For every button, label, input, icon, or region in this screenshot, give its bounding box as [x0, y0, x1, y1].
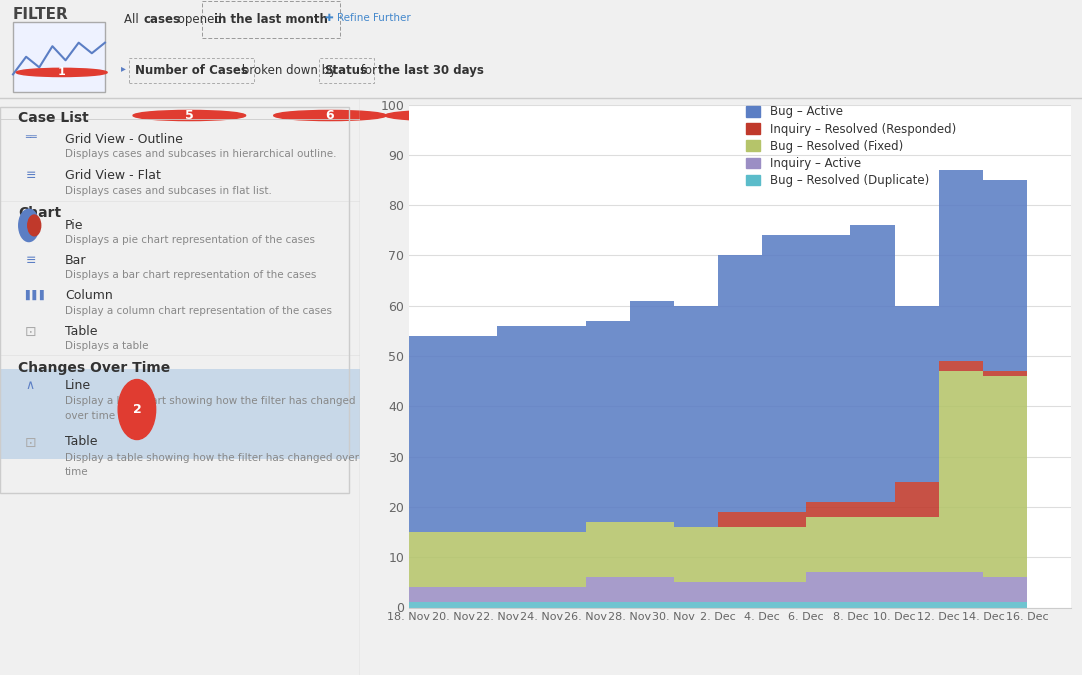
- Text: time: time: [65, 467, 89, 477]
- Text: Number of Cases: Number of Cases: [135, 63, 248, 77]
- Text: Display a table showing how the filter has changed over: Display a table showing how the filter h…: [65, 453, 359, 463]
- Text: ⊡: ⊡: [25, 325, 37, 340]
- Text: FILTER: FILTER: [13, 7, 69, 22]
- Circle shape: [118, 379, 156, 439]
- Text: 2: 2: [132, 403, 142, 416]
- Text: Case List: Case List: [18, 111, 89, 125]
- Text: 6: 6: [326, 109, 334, 122]
- Circle shape: [274, 111, 386, 121]
- Legend: Bug – Active, Inquiry – Resolved (Responded), Bug – Resolved (Fixed), Inquiry – : Bug – Active, Inquiry – Resolved (Respon…: [745, 105, 955, 187]
- Text: Changes Over Time: Changes Over Time: [18, 361, 170, 375]
- Circle shape: [28, 215, 41, 236]
- Text: Displays a bar chart representation of the cases: Displays a bar chart representation of t…: [65, 270, 316, 280]
- Text: Grid View - Flat: Grid View - Flat: [65, 169, 161, 182]
- Text: 7: 7: [437, 109, 446, 122]
- Text: over time: over time: [65, 410, 115, 421]
- Text: Line: Line: [65, 379, 91, 392]
- Text: Status: Status: [325, 63, 368, 77]
- Text: Chart: Chart: [18, 207, 62, 220]
- Text: Column: Column: [65, 290, 113, 302]
- Text: Displays cases and subcases in flat list.: Displays cases and subcases in flat list…: [65, 186, 272, 196]
- Text: Displays cases and subcases in hierarchical outline.: Displays cases and subcases in hierarchi…: [65, 148, 337, 159]
- Text: Grid View - Outline: Grid View - Outline: [65, 132, 183, 146]
- Text: Displays a table: Displays a table: [65, 342, 148, 352]
- Text: in the last month: in the last month: [214, 13, 328, 26]
- Text: for: for: [357, 63, 381, 77]
- Text: opened: opened: [174, 13, 226, 26]
- Text: the last 30 days: the last 30 days: [378, 63, 484, 77]
- Text: ⊡: ⊡: [25, 435, 37, 450]
- Text: Display a column chart representation of the cases: Display a column chart representation of…: [65, 306, 332, 316]
- Text: 1: 1: [57, 68, 66, 78]
- Text: ∧: ∧: [25, 379, 35, 392]
- Text: ══: ══: [25, 132, 37, 142]
- Text: 5: 5: [185, 109, 194, 122]
- Circle shape: [16, 68, 107, 76]
- Text: Table: Table: [65, 325, 97, 338]
- FancyBboxPatch shape: [13, 22, 105, 92]
- Text: ▌▌▌: ▌▌▌: [25, 290, 48, 300]
- Text: Displays a pie chart representation of the cases: Displays a pie chart representation of t…: [65, 235, 315, 245]
- Circle shape: [385, 111, 498, 121]
- Text: ≡: ≡: [25, 254, 36, 267]
- Text: Table: Table: [65, 435, 97, 448]
- Text: cases: cases: [144, 13, 181, 26]
- Circle shape: [133, 111, 246, 121]
- Text: Display a line chart showing how the filter has changed: Display a line chart showing how the fil…: [65, 396, 355, 406]
- Text: Bar: Bar: [65, 254, 87, 267]
- Text: broken down by: broken down by: [238, 63, 340, 77]
- Text: ▸: ▸: [121, 63, 129, 74]
- FancyBboxPatch shape: [0, 369, 360, 458]
- Circle shape: [18, 209, 39, 242]
- Text: ≡: ≡: [25, 169, 36, 182]
- Text: All: All: [124, 13, 143, 26]
- Text: Pie: Pie: [65, 219, 83, 232]
- Text: ✚ Refine Further: ✚ Refine Further: [325, 13, 410, 23]
